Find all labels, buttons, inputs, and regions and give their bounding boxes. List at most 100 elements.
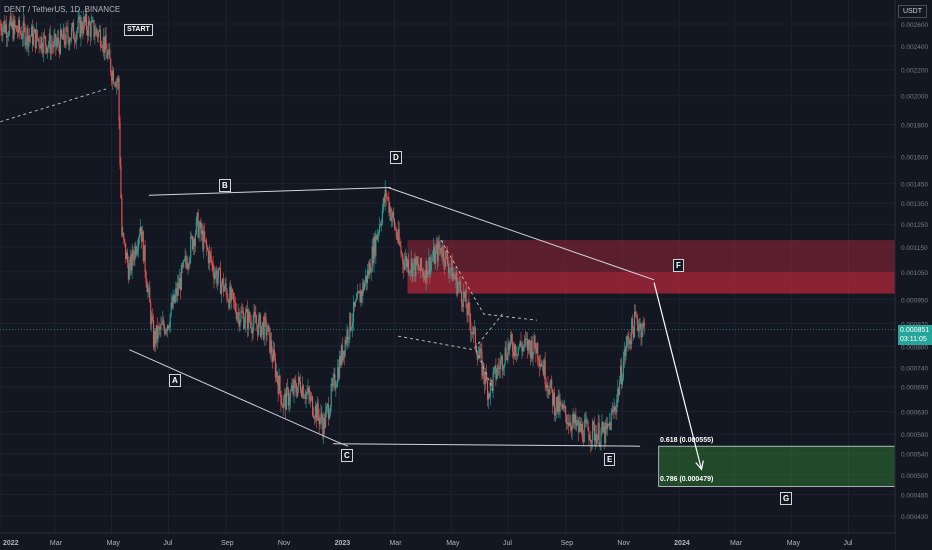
candle-body	[0, 24, 2, 31]
candle-body	[64, 41, 66, 45]
candle-body	[425, 261, 427, 282]
candle-body	[513, 344, 516, 357]
x-tick-label: May	[787, 540, 801, 547]
candle-body	[217, 277, 219, 284]
candle-body	[490, 379, 492, 381]
y-tick-label: 0.002600	[901, 22, 928, 29]
y-tick-label: 0.002000	[901, 94, 928, 101]
wave-label-c: C	[341, 449, 353, 462]
candle-body	[543, 360, 545, 376]
candle-body	[609, 422, 611, 430]
candle-body	[219, 267, 221, 269]
candle-body	[313, 417, 316, 419]
candle-body	[363, 282, 365, 290]
candle-body	[171, 302, 173, 308]
candle-body	[355, 299, 357, 301]
candle-body	[238, 312, 240, 327]
candle-body	[297, 386, 299, 397]
candle-body	[620, 365, 623, 385]
candle-body	[141, 231, 143, 242]
target-zone	[658, 445, 896, 487]
candle-body	[505, 347, 507, 358]
y-tick-label: 0.000740	[901, 366, 928, 373]
candle-body	[558, 395, 560, 412]
candle-body	[232, 289, 234, 293]
candle-body	[285, 393, 287, 410]
candle-body	[367, 269, 369, 276]
candle-body	[584, 419, 586, 423]
candle-body	[270, 340, 272, 353]
candle-body	[483, 363, 485, 378]
x-tick-label: 2023	[335, 540, 351, 547]
candle-body	[630, 340, 632, 345]
candle-body	[105, 35, 107, 49]
candle-body	[395, 229, 397, 237]
candle-body	[147, 288, 149, 293]
candle-body	[119, 121, 121, 165]
candle-body	[542, 365, 544, 376]
candle-body	[412, 263, 414, 277]
candle-body	[279, 375, 281, 391]
candle-body	[213, 272, 215, 280]
candle-body	[497, 365, 499, 375]
candle-body	[32, 32, 35, 45]
candle-body	[35, 29, 37, 49]
candle-body	[579, 422, 582, 432]
candle-body	[333, 374, 335, 379]
candle-body	[398, 229, 400, 243]
candle-body	[3, 21, 5, 28]
candle-body	[66, 27, 68, 29]
candle-body	[0, 24, 1, 25]
candle-body	[62, 28, 64, 40]
candle-body	[531, 340, 533, 359]
candle-body	[397, 229, 399, 240]
candle-body	[72, 22, 75, 39]
candle-body	[116, 80, 118, 82]
candle-body	[189, 258, 191, 265]
candle-body	[282, 405, 284, 409]
candle-body	[304, 397, 306, 400]
candle-body	[298, 376, 300, 387]
wave-label-g: G	[780, 492, 793, 505]
currency-selector[interactable]: USDT	[897, 5, 927, 18]
candle-body	[75, 33, 77, 43]
candle-body	[435, 244, 437, 251]
fib-level-618-label: 0.618 (0.000555)	[660, 437, 714, 444]
candle-body	[219, 268, 222, 294]
y-tick-label: 0.001450	[901, 182, 928, 189]
candle-body	[582, 439, 584, 443]
candle-body	[618, 388, 620, 395]
y-tick-label: 0.001600	[901, 155, 928, 162]
candle-body	[234, 301, 236, 312]
candle-body	[327, 404, 329, 419]
candle-body	[637, 324, 639, 332]
candle-body	[24, 26, 26, 46]
candle-body	[65, 27, 67, 45]
symbol-title[interactable]: DENT / TetherUS, 1D, BINANCE	[4, 5, 121, 14]
candle-body	[1, 30, 3, 36]
candle-body	[43, 35, 45, 54]
candle-body	[392, 212, 395, 220]
candle-body	[575, 414, 577, 426]
y-tick-label: 0.001050	[901, 270, 928, 277]
candle-body	[102, 36, 104, 49]
candle-body	[443, 247, 445, 263]
candle-body	[432, 258, 434, 261]
candle-body	[164, 326, 166, 334]
candle-body	[280, 390, 282, 405]
candle-body	[535, 347, 537, 354]
candle-body	[480, 348, 482, 351]
candle-body	[118, 78, 120, 122]
candle-body	[173, 294, 175, 303]
candle-body	[341, 345, 343, 361]
candle-body	[272, 349, 275, 362]
candle-body	[194, 233, 196, 247]
candle-body	[324, 417, 326, 428]
candle-body	[196, 212, 198, 219]
candle-body	[500, 356, 503, 361]
candle-body	[449, 268, 451, 270]
candle-body	[544, 360, 546, 385]
candle-body	[507, 343, 509, 361]
candle-body	[604, 426, 606, 443]
